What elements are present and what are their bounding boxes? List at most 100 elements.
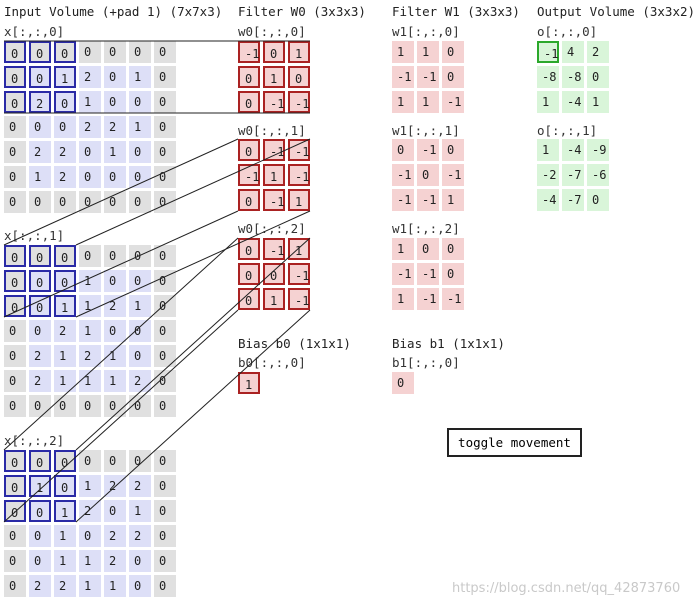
input-cell: 0: [4, 525, 26, 547]
bias-b1-label: b1[:,:,0]: [392, 355, 460, 370]
input-cell: 1: [79, 295, 101, 317]
input-cell: 0: [154, 475, 176, 497]
input-cell: 2: [129, 525, 151, 547]
input-cell: 0: [4, 550, 26, 572]
input-cell: 0: [104, 500, 126, 522]
filter-w1-cell: -1: [442, 164, 464, 186]
bias-b0-title: Bias b0 (1x1x1): [238, 336, 351, 351]
input-cell: 0: [129, 141, 151, 163]
output-slice-label: o[:,:,1]: [537, 123, 598, 138]
input-cell: 1: [54, 345, 76, 367]
input-cell: 1: [54, 525, 76, 547]
input-cell: 0: [4, 320, 26, 342]
input-cell: 0: [154, 166, 176, 188]
input-cell: 0: [104, 91, 126, 113]
input-cell: 0: [154, 525, 176, 547]
filter-w0-title: Filter W0 (3x3x3): [238, 4, 366, 19]
filter-w1-cell: 1: [392, 288, 414, 310]
input-cell: 0: [154, 91, 176, 113]
input-cell: 0: [4, 295, 26, 317]
filter-w0-cell: 0: [238, 91, 260, 113]
input-cell: 0: [129, 91, 151, 113]
output-cell: 1: [537, 91, 559, 113]
filter-w0-cell: 0: [238, 288, 260, 310]
input-cell: 0: [4, 166, 26, 188]
filter-w1-cell: -1: [392, 189, 414, 211]
filter-w1-cell: -1: [392, 164, 414, 186]
input-cell: 1: [129, 500, 151, 522]
input-cell: 0: [129, 320, 151, 342]
input-cell: 0: [154, 41, 176, 63]
input-cell: 0: [154, 191, 176, 213]
input-cell: 1: [129, 66, 151, 88]
filter-w0-cell: -1: [263, 91, 285, 113]
toggle-movement-button[interactable]: toggle movement: [447, 428, 582, 457]
input-cell: 0: [29, 395, 51, 417]
input-cell: 0: [4, 475, 26, 497]
input-cell: 0: [29, 500, 51, 522]
input-cell: 0: [4, 395, 26, 417]
filter-w1-cell: -1: [392, 66, 414, 88]
input-cell: 0: [29, 66, 51, 88]
filter-w0-cell: -1: [288, 288, 310, 310]
input-cell: 0: [54, 41, 76, 63]
input-cell: 1: [54, 370, 76, 392]
output-volume-title: Output Volume (3x3x2): [537, 4, 696, 19]
input-cell: 0: [154, 395, 176, 417]
input-cell: 0: [104, 245, 126, 267]
input-cell: 1: [79, 370, 101, 392]
input-cell: 0: [104, 320, 126, 342]
input-cell: 0: [154, 245, 176, 267]
input-cell: 0: [129, 166, 151, 188]
input-cell: 0: [54, 245, 76, 267]
input-cell: 0: [4, 345, 26, 367]
input-cell: 1: [129, 295, 151, 317]
input-cell: 1: [79, 475, 101, 497]
filter-w1-cell: -1: [442, 91, 464, 113]
filter-w1-cell: 0: [417, 238, 439, 260]
filter-w1-slice-label: w1[:,:,1]: [392, 123, 460, 138]
input-cell: 1: [54, 66, 76, 88]
input-cell: 1: [104, 345, 126, 367]
input-slice-label: x[:,:,2]: [4, 433, 65, 448]
filter-w1-cell: 0: [442, 66, 464, 88]
filter-w0-slice-label: w0[:,:,2]: [238, 221, 306, 236]
filter-w0-cell: -1: [263, 189, 285, 211]
input-cell: 0: [54, 475, 76, 497]
output-cell: -7: [562, 164, 584, 186]
input-cell: 0: [29, 191, 51, 213]
output-cell: 0: [587, 66, 609, 88]
output-slice-label: o[:,:,0]: [537, 24, 598, 39]
input-cell: 0: [79, 41, 101, 63]
input-cell: 0: [4, 270, 26, 292]
input-cell: 0: [4, 450, 26, 472]
filter-w0-cell: -1: [288, 91, 310, 113]
filter-w1-cell: 1: [442, 189, 464, 211]
input-cell: 2: [79, 345, 101, 367]
input-cell: 2: [29, 91, 51, 113]
input-cell: 0: [129, 41, 151, 63]
input-slice-label: x[:,:,0]: [4, 24, 65, 39]
input-cell: 0: [54, 91, 76, 113]
input-cell: 0: [4, 116, 26, 138]
filter-w1-cell: -1: [417, 66, 439, 88]
input-cell: 0: [154, 550, 176, 572]
input-cell: 0: [154, 295, 176, 317]
input-volume-title: Input Volume (+pad 1) (7x7x3): [4, 4, 223, 19]
output-cell: -7: [562, 189, 584, 211]
filter-w0-cell: 0: [288, 66, 310, 88]
input-cell: 2: [29, 575, 51, 597]
input-cell: 1: [29, 475, 51, 497]
filter-w1-cell: 0: [392, 139, 414, 161]
input-cell: 0: [54, 450, 76, 472]
input-cell: 1: [79, 270, 101, 292]
output-cell: -1: [537, 41, 559, 63]
output-cell: 1: [537, 139, 559, 161]
bias-b0-cell: 1: [238, 372, 260, 394]
filter-w0-cell: -1: [288, 139, 310, 161]
filter-w1-cell: 1: [392, 91, 414, 113]
input-cell: 1: [129, 116, 151, 138]
input-cell: 0: [154, 141, 176, 163]
input-cell: 2: [54, 166, 76, 188]
filter-w1-cell: 0: [442, 139, 464, 161]
